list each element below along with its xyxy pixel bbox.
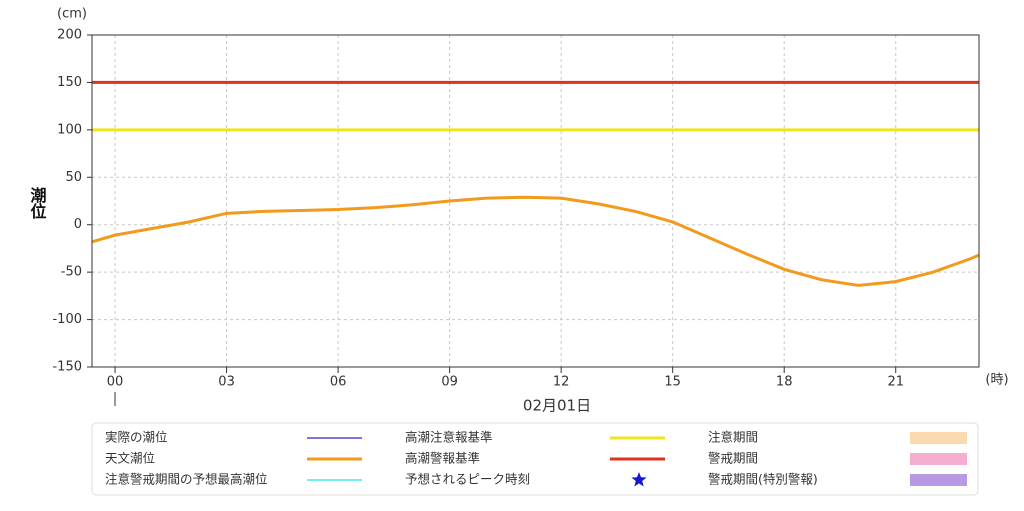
legend-swatch	[910, 453, 967, 465]
legend-label: 実際の潮位	[105, 430, 168, 445]
x-unit: (時)	[985, 373, 1008, 388]
legend-label: 高潮注意報基準	[405, 430, 493, 445]
x-axis-label: 02月01日	[523, 397, 591, 415]
legend-box	[91, 422, 979, 496]
y-tick-label: 200	[57, 28, 82, 43]
legend-swatch	[631, 472, 647, 487]
x-tick-label: 21	[887, 375, 904, 390]
y-unit: (cm)	[57, 7, 87, 22]
legend-label: 注意警戒期間の予想最高潮位	[105, 472, 268, 487]
plot-frame	[91, 34, 980, 368]
legend-swatch	[910, 432, 967, 444]
y-tick-label: -50	[61, 265, 82, 280]
x-tick-label: 18	[776, 375, 793, 390]
x-tick-label: 00	[107, 375, 124, 390]
y-tick-label: -100	[52, 312, 82, 327]
y-axis-label: 潮位	[28, 186, 47, 220]
y-tick-label: -150	[52, 360, 82, 375]
x-tick-label: 06	[330, 375, 347, 390]
y-tick-label: 50	[65, 170, 82, 185]
legend-label: 警戒期間	[708, 451, 758, 466]
legend-label: 高潮警報基準	[405, 451, 480, 466]
y-tick-label: 100	[57, 122, 82, 137]
legend-label: 警戒期間(特別警報)	[708, 472, 818, 487]
x-tick-label: 09	[441, 375, 458, 390]
x-tick-label: 12	[553, 375, 570, 390]
legend-label: 天文潮位	[105, 451, 155, 466]
y-tick-label: 150	[57, 75, 82, 90]
legend-swatch	[910, 474, 967, 486]
legend-label: 注意期間	[708, 430, 758, 445]
x-tick-label: 03	[218, 375, 235, 390]
x-tick-label: 15	[664, 375, 681, 390]
legend-label: 予想されるピーク時刻	[405, 472, 530, 487]
y-tick-label: 0	[74, 217, 82, 232]
tide-line	[91, 195, 980, 287]
